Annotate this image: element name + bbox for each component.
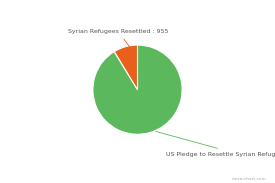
Text: US Pledge to Resettle Syrian Refugees : 10000: US Pledge to Resettle Syrian Refugees : … bbox=[156, 131, 275, 157]
Wedge shape bbox=[114, 45, 138, 90]
Wedge shape bbox=[93, 45, 182, 134]
Text: Syrian Refugees Resettled : 955: Syrian Refugees Resettled : 955 bbox=[68, 29, 169, 48]
Text: meta-chart.com: meta-chart.com bbox=[232, 177, 267, 181]
